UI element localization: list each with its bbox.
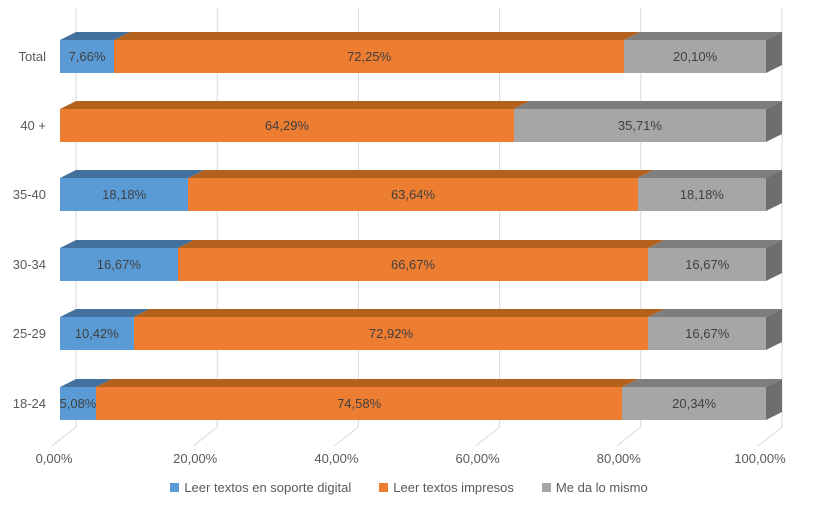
bar-segment-top-face xyxy=(114,32,640,40)
bar-segment-top-face xyxy=(60,240,194,248)
bar-segment[interactable] xyxy=(648,317,767,350)
bar-value-label: 66,67% xyxy=(390,257,436,272)
bar-value-label: 18,18% xyxy=(102,187,147,202)
bar-segment[interactable] xyxy=(114,40,625,73)
bar-segment-top-face xyxy=(60,309,150,317)
bar-segment-top-face xyxy=(60,379,112,387)
gridline xyxy=(757,8,783,447)
bar-value-label: 10,42% xyxy=(74,326,119,341)
bar-segment[interactable] xyxy=(60,248,178,281)
bar-value-label: 72,25% xyxy=(347,49,392,64)
bar-value-label: 63,64% xyxy=(390,187,436,202)
gridline xyxy=(51,8,77,447)
x-axis-tick-label: 20,00% xyxy=(173,451,218,466)
bar-segment-top-face xyxy=(624,32,782,40)
bar-segment[interactable] xyxy=(513,109,766,142)
bar-value-label: 18,18% xyxy=(679,187,724,202)
gridline xyxy=(192,8,218,447)
category-label: 18-24 xyxy=(12,396,46,411)
bar-segment-top-face xyxy=(96,379,639,387)
category-label: Total xyxy=(18,49,46,64)
category-label: 25-29 xyxy=(12,326,46,341)
bar-segment[interactable] xyxy=(60,317,134,350)
bar-end-cap xyxy=(766,309,782,350)
bar-segment-top-face xyxy=(60,170,204,178)
legend-item[interactable]: Leer textos en soporte digital xyxy=(170,480,351,495)
bar-value-label: 35,71% xyxy=(617,118,662,133)
category-label: 35-40 xyxy=(12,187,46,202)
legend-swatch-icon xyxy=(170,483,180,492)
category-label: 40 + xyxy=(20,118,46,133)
legend-swatch-icon xyxy=(379,483,389,492)
bar-segment-top-face xyxy=(648,309,782,317)
bar-segment[interactable] xyxy=(188,178,638,211)
bar-value-label: 64,29% xyxy=(264,118,309,133)
bar-segment-top-face xyxy=(648,240,782,248)
x-axis-tick-label: 40,00% xyxy=(314,451,359,466)
bar-segment[interactable] xyxy=(648,248,767,281)
bar-segment-top-face xyxy=(60,32,130,40)
bar-segment[interactable] xyxy=(60,109,514,142)
category-label: 30-34 xyxy=(12,257,46,272)
bar-value-label: 16,67% xyxy=(685,326,730,341)
bar-segment-top-face xyxy=(622,379,782,387)
bar-segment[interactable] xyxy=(624,40,767,73)
bar-value-label: 7,66% xyxy=(68,49,106,64)
bar-segment-top-face xyxy=(514,101,782,109)
bar-value-label: 74,58% xyxy=(337,396,382,411)
bar-segment-top-face xyxy=(178,240,665,248)
x-axis-tick-label: 100,00% xyxy=(734,451,786,466)
x-axis-tick-label: 60,00% xyxy=(455,451,500,466)
bar-segment[interactable] xyxy=(133,317,649,350)
gridline xyxy=(616,8,642,447)
bar-segment[interactable] xyxy=(60,387,96,420)
legend-item[interactable]: Leer textos impresos xyxy=(379,480,514,495)
bar-segment[interactable] xyxy=(95,387,623,420)
x-axis-tick-label: 0,00% xyxy=(35,451,73,466)
bar-segment-top-face xyxy=(60,101,530,109)
legend-label: Leer textos impresos xyxy=(393,480,514,495)
bar-end-cap xyxy=(766,240,782,281)
bar-segment[interactable] xyxy=(60,178,189,211)
bar-end-cap xyxy=(766,170,782,211)
bar-value-label: 16,67% xyxy=(685,257,730,272)
bar-segment[interactable] xyxy=(177,248,649,281)
bar-value-label: 72,92% xyxy=(368,326,414,341)
gridline xyxy=(475,8,501,447)
bar-segment[interactable] xyxy=(60,40,115,73)
gridline xyxy=(334,8,359,447)
bar-value-label: 20,34% xyxy=(672,396,717,411)
bar-value-label: 16,67% xyxy=(96,257,141,272)
legend: Leer textos en soporte digital Leer texto… xyxy=(0,480,818,495)
bar-value-label: 5,08% xyxy=(59,396,97,411)
bar-end-cap xyxy=(766,379,782,420)
legend-label: Leer textos en soporte digital xyxy=(184,480,352,495)
bar-segment-top-face xyxy=(638,170,782,178)
bar-segment[interactable] xyxy=(622,387,766,420)
bar-value-label: 20,10% xyxy=(673,49,718,64)
bar-segment-top-face xyxy=(134,309,665,317)
x-axis-tick-label: 80,00% xyxy=(596,451,641,466)
legend-item[interactable]: Me da lo mismo xyxy=(541,480,648,495)
bar-end-cap xyxy=(766,32,782,73)
bar-end-cap xyxy=(766,101,782,142)
bar-segment-top-face xyxy=(188,170,653,178)
legend-label: Me da lo mismo xyxy=(555,480,648,495)
bar-segment[interactable] xyxy=(637,178,766,211)
legend-swatch-icon xyxy=(541,483,551,492)
